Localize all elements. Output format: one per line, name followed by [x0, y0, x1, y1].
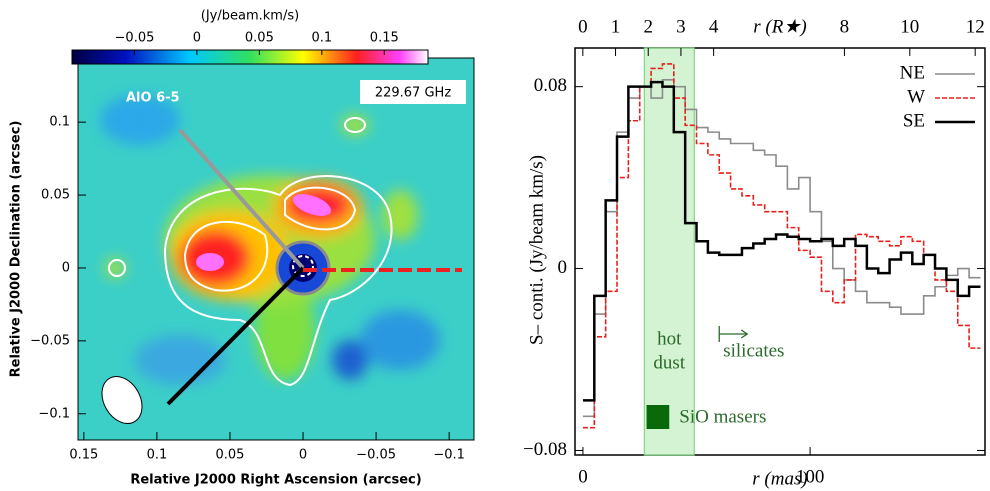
x-tick-label: −0.1 — [433, 448, 465, 463]
frequency-label: 229.67 GHz — [375, 86, 451, 101]
colorbar — [71, 49, 429, 65]
x2-tick-label: 8 — [840, 16, 850, 37]
y-axis-label: Relative J2000 Declination (arcsec) — [9, 121, 24, 378]
x-tick-label: 0 — [299, 448, 307, 463]
x2-tick-label: 0 — [578, 16, 588, 37]
step-line — [582, 80, 981, 402]
x2-tick-label: 1 — [611, 16, 621, 37]
x-tick-label: −0.05 — [356, 448, 396, 463]
x-tick-label: 100 — [796, 466, 825, 487]
x2-tick-label: 10 — [900, 16, 919, 37]
y-tick-label: 0.08 — [534, 75, 567, 96]
silicates-label: silicates — [723, 340, 784, 361]
colorbar-tick-label: −0.05 — [115, 31, 155, 46]
map-image — [78, 58, 474, 440]
colorbar-tick-label: 0 — [193, 31, 201, 46]
y-tick-label: 0 — [558, 257, 568, 278]
colorbar-tick-label: 0.15 — [370, 31, 399, 46]
sio-maser-label: SiO masers — [679, 406, 766, 427]
plot-frame — [574, 47, 986, 456]
x-tick-label: 0 — [578, 466, 588, 487]
y-tick-label: 0.05 — [41, 188, 70, 203]
band-label: hot — [657, 328, 682, 349]
colorbar-tick-label: 0.05 — [245, 31, 274, 46]
x-tick-label: 0.1 — [147, 448, 168, 463]
x-tick-label: 0.05 — [215, 448, 244, 463]
colorbar-tick-label: 0.1 — [311, 31, 332, 46]
legend-label: SE — [903, 110, 925, 131]
y-tick-label: −0.05 — [30, 333, 70, 348]
legend-label: NE — [900, 62, 925, 83]
hot-dust-band — [643, 47, 695, 456]
y-tick-label: 0.1 — [49, 115, 70, 130]
x-axis-label: Relative J2000 Right Ascension (arcsec) — [130, 473, 421, 488]
map-title: AlO 6-5 — [126, 91, 180, 106]
y-tick-label: −0.1 — [38, 406, 70, 421]
x2-tick-label: 2 — [643, 16, 653, 37]
x2-axis-label: r (R★) — [753, 16, 806, 37]
x2-tick-label: 4 — [709, 16, 719, 37]
x-tick-label: 0.15 — [69, 448, 98, 463]
sio-maser-box — [646, 405, 670, 429]
legend-label: W — [907, 86, 925, 107]
plot-area: hot dust silicates SiO masers — [643, 47, 784, 456]
y-tick-label: −0.08 — [523, 439, 567, 460]
x2-tick-label: 3 — [676, 16, 686, 37]
band-label: dust — [653, 352, 685, 373]
y-axis-label: S– conti. (Jy/beam km/s) — [526, 155, 547, 345]
step-line — [582, 63, 981, 429]
silicates-arrow — [718, 326, 749, 342]
x2-tick-label: 12 — [966, 16, 985, 37]
y-tick-label: 0 — [62, 260, 70, 275]
x-axis-label: r (mas) — [752, 468, 807, 489]
colorbar-label: (Jy/beam.km/s) — [201, 9, 299, 24]
